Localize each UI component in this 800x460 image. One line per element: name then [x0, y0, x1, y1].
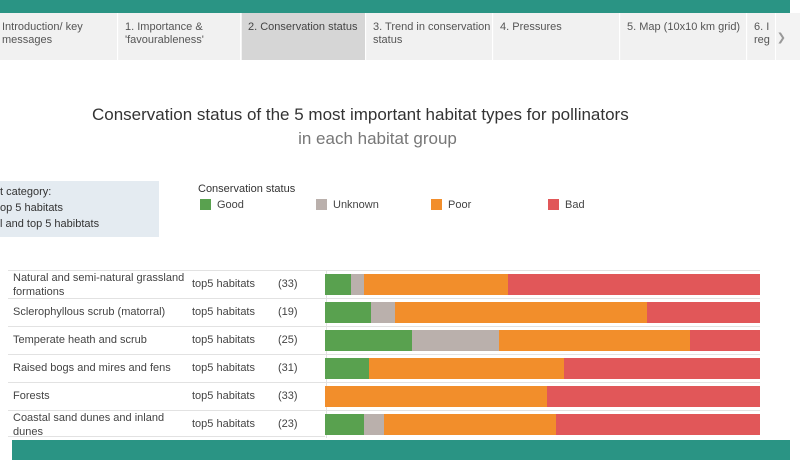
- habitat-type-label: top5 habitats: [192, 362, 255, 374]
- bar-segment-good[interactable]: [325, 330, 412, 351]
- habitat-label: Natural and semi-natural grassland forma…: [13, 272, 185, 298]
- habitat-count: (33): [278, 390, 298, 402]
- habitat-type-label: top5 habitats: [192, 278, 255, 290]
- habitat-label: Sclerophyllous scrub (matorral): [13, 306, 166, 318]
- scroll-right-icon[interactable]: ❯: [776, 32, 786, 44]
- habitat-type-label: top5 habitats: [192, 334, 255, 346]
- bar-segment-bad[interactable]: [555, 414, 760, 435]
- table-row: Sclerophyllous scrub (matorral) top5 habi…: [8, 298, 760, 326]
- habitat-type-label: top5 habitats: [192, 306, 255, 318]
- stacked-bar[interactable]: [325, 414, 760, 435]
- legend-item-unknown: Unknown: [316, 199, 379, 211]
- table-row: Forests top5 habitats (33): [8, 382, 760, 410]
- bar-segment-bad[interactable]: [507, 274, 760, 295]
- table-row: Natural and semi-natural grassland forma…: [8, 270, 760, 298]
- habitat-count: (33): [278, 278, 298, 290]
- bar-segment-bad[interactable]: [546, 386, 760, 407]
- tab-map[interactable]: 5. Map (10x10 km grid): [621, 13, 747, 60]
- chart-subtitle: in each habitat group: [298, 129, 457, 148]
- stacked-bar[interactable]: [325, 302, 760, 323]
- bar-segment-poor[interactable]: [325, 386, 547, 407]
- habitat-category-filter[interactable]: t category: op 5 habitats l and top 5 ha…: [0, 181, 159, 237]
- tab-introduction[interactable]: Introduction/ key messages: [0, 13, 118, 60]
- tab-importance[interactable]: 1. Importance & 'favourableness': [119, 13, 241, 60]
- legend-swatch: [200, 199, 211, 210]
- stacked-bar[interactable]: [325, 274, 760, 295]
- legend-title: Conservation status: [198, 183, 296, 195]
- legend-item-poor: Poor: [431, 199, 471, 211]
- legend-swatch: [548, 199, 559, 210]
- bar-segment-good[interactable]: [325, 358, 369, 379]
- bar-segment-unknown[interactable]: [412, 330, 499, 351]
- habitat-count: (19): [278, 306, 298, 318]
- bar-segment-good[interactable]: [325, 302, 371, 323]
- tab-more[interactable]: 6. I reg: [748, 13, 776, 60]
- bar-segment-good[interactable]: [325, 414, 365, 435]
- habitat-label: Raised bogs and mires and fens: [13, 362, 171, 374]
- bar-segment-poor[interactable]: [383, 414, 556, 435]
- legend-label: Good: [217, 199, 244, 211]
- stacked-bar[interactable]: [325, 330, 760, 351]
- legend-label: Poor: [448, 199, 472, 211]
- bar-segment-bad[interactable]: [690, 330, 760, 351]
- habitat-count: (25): [278, 334, 298, 346]
- habitat-count: (23): [278, 418, 298, 430]
- chart-title: Conservation status of the 5 most import…: [92, 105, 629, 124]
- legend-label: Unknown: [333, 199, 379, 211]
- bar-segment-unknown[interactable]: [370, 302, 395, 323]
- habitat-type-label: top5 habitats: [192, 390, 255, 402]
- legend-swatch: [316, 199, 327, 210]
- habitat-count: (31): [278, 362, 298, 374]
- legend-item-good: Good: [200, 199, 244, 211]
- filter-option-all-and-top5[interactable]: l and top 5 habibtats: [0, 218, 100, 230]
- bar-segment-poor[interactable]: [499, 330, 691, 351]
- habitat-label: Temperate heath and scrub: [13, 334, 147, 346]
- tab-trend[interactable]: 3. Trend in conservation status: [367, 13, 493, 60]
- filter-title: t category:: [0, 186, 52, 198]
- top-decorative-band: [0, 0, 790, 13]
- table-row: Temperate heath and scrub top5 habitats (2…: [8, 326, 760, 354]
- legend-swatch: [431, 199, 442, 210]
- bar-segment-bad[interactable]: [646, 302, 760, 323]
- bar-segment-unknown[interactable]: [364, 414, 384, 435]
- stacked-bar[interactable]: [325, 358, 760, 379]
- table-row: Coastal sand dunes and inland dunes top5 …: [8, 410, 760, 438]
- bar-segment-unknown[interactable]: [351, 274, 365, 295]
- habitat-type-label: top5 habitats: [192, 418, 255, 430]
- bottom-decorative-band: [12, 440, 790, 460]
- table-bottom-line: [8, 436, 325, 437]
- filter-option-top5[interactable]: op 5 habitats: [0, 202, 63, 214]
- bar-segment-bad[interactable]: [564, 358, 760, 379]
- legend-item-bad: Bad: [548, 199, 585, 211]
- tab-bar: Introduction/ key messages 1. Importance…: [0, 13, 800, 60]
- habitat-label: Coastal sand dunes and inland dunes: [13, 412, 165, 438]
- bar-segment-poor[interactable]: [394, 302, 647, 323]
- stacked-bar[interactable]: [325, 386, 760, 407]
- table-row: Raised bogs and mires and fens top5 habit…: [8, 354, 760, 382]
- bar-segment-poor[interactable]: [364, 274, 508, 295]
- bar-segment-poor[interactable]: [368, 358, 565, 379]
- habitat-label: Forests: [13, 390, 50, 402]
- tab-pressures[interactable]: 4. Pressures: [494, 13, 620, 60]
- bar-segment-good[interactable]: [325, 274, 352, 295]
- tab-conservation-status[interactable]: 2. Conservation status: [242, 13, 366, 60]
- legend-label: Bad: [565, 199, 585, 211]
